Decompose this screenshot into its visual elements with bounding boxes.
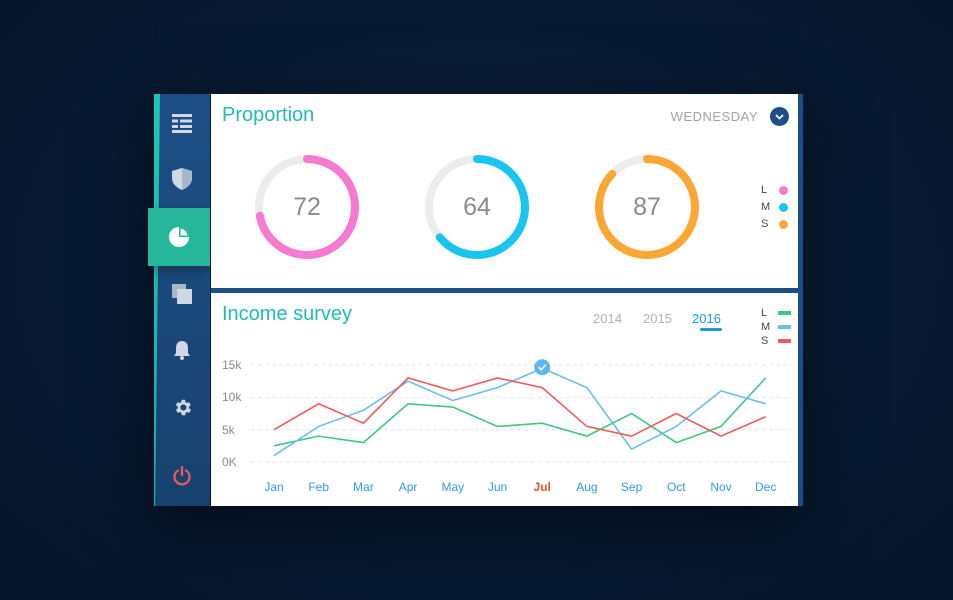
ring-s: 87	[592, 152, 702, 262]
x-tick-label[interactable]: Aug	[576, 480, 598, 494]
x-tick-label[interactable]: Feb	[308, 480, 330, 494]
progress-arc	[595, 155, 699, 259]
notifications-button[interactable]	[154, 328, 210, 372]
proportion-button[interactable]	[148, 208, 210, 266]
legend-item-s: S	[761, 335, 801, 351]
ring-m: 64	[422, 152, 532, 262]
y-tick-label: 10k	[222, 390, 242, 405]
x-tick-label[interactable]: Jun	[487, 480, 508, 494]
selected-point-marker[interactable]	[534, 359, 551, 376]
year-tab-2015[interactable]: 2015	[643, 311, 672, 326]
power-button[interactable]	[154, 454, 210, 498]
ring-m-value: 64	[463, 193, 491, 221]
series-line-m	[273, 367, 766, 457]
legend-label: M	[761, 201, 771, 213]
y-tick-label: 15k	[222, 358, 242, 372]
shield-icon	[172, 168, 192, 190]
day-select-button[interactable]	[770, 107, 789, 126]
legend-item-s: S	[761, 218, 801, 234]
proportion-panel: Proportion WEDNESDAY 72 64	[211, 94, 798, 288]
x-tick-label[interactable]: Mar	[353, 480, 374, 494]
x-tick-label[interactable]: Oct	[666, 480, 686, 494]
chevron-down-icon	[775, 113, 784, 120]
panel-divider	[211, 288, 801, 293]
legend-label: M	[761, 321, 771, 333]
ring-l: 72	[252, 152, 362, 262]
legend-swatch	[778, 325, 791, 329]
menu-button[interactable]	[154, 101, 210, 145]
legend-item-l: L	[761, 184, 801, 200]
security-button[interactable]	[154, 157, 210, 201]
legend-item-l: L	[761, 307, 801, 323]
proportion-legend: L M S	[761, 184, 801, 234]
menu-icon	[172, 114, 192, 133]
legend-dot	[779, 186, 788, 195]
income-panel: Income survey 2014 2015 2016 L M S Jan Fe…	[211, 293, 798, 506]
window-edge	[798, 94, 803, 506]
legend-swatch	[778, 311, 791, 315]
x-tick-label[interactable]: Jul	[533, 480, 551, 494]
legend-label: L	[761, 307, 768, 319]
series-line-l	[273, 377, 767, 447]
legend-dot	[779, 203, 788, 212]
legend-item-m: M	[761, 321, 801, 337]
active-year-indicator	[700, 328, 722, 331]
x-tick-label[interactable]: Sep	[620, 480, 643, 494]
ring-s-value: 87	[633, 193, 661, 221]
power-icon	[173, 466, 191, 486]
legend-label: S	[761, 335, 769, 347]
layers-icon	[172, 284, 192, 304]
x-tick-label[interactable]: Dec	[755, 480, 777, 494]
income-legend: L M S	[761, 307, 801, 357]
progress-arc	[255, 155, 359, 259]
year-tab-2016[interactable]: 2016	[692, 311, 721, 326]
progress-arc	[425, 155, 529, 259]
legend-label: L	[761, 184, 768, 196]
income-line-chart	[251, 359, 791, 463]
ring-l-value: 72	[293, 193, 321, 221]
x-tick-label[interactable]: May	[441, 480, 465, 494]
x-tick-label[interactable]: Nov	[710, 480, 732, 494]
x-tick-label[interactable]: Jan	[264, 480, 284, 494]
y-tick-label: 5k	[222, 422, 235, 437]
year-tab-2014[interactable]: 2014	[593, 311, 622, 326]
legend-swatch	[778, 339, 791, 343]
y-tick-label: 0K	[222, 455, 237, 469]
proportion-title: Proportion	[222, 104, 315, 126]
gear-icon	[175, 399, 191, 415]
series-line-s	[273, 377, 767, 438]
legend-label: S	[761, 218, 769, 230]
income-title: Income survey	[222, 303, 353, 325]
layers-button[interactable]	[154, 272, 210, 316]
sidebar	[148, 94, 210, 506]
x-tick-label[interactable]: Apr	[398, 480, 418, 494]
legend-item-m: M	[761, 201, 801, 217]
bell-icon	[174, 341, 190, 360]
dashboard-window: Proportion WEDNESDAY 72 64	[148, 94, 803, 506]
day-select-label[interactable]: WEDNESDAY	[670, 109, 758, 124]
settings-button[interactable]	[154, 385, 210, 429]
pie-chart-icon	[169, 227, 189, 247]
legend-dot	[779, 220, 788, 229]
